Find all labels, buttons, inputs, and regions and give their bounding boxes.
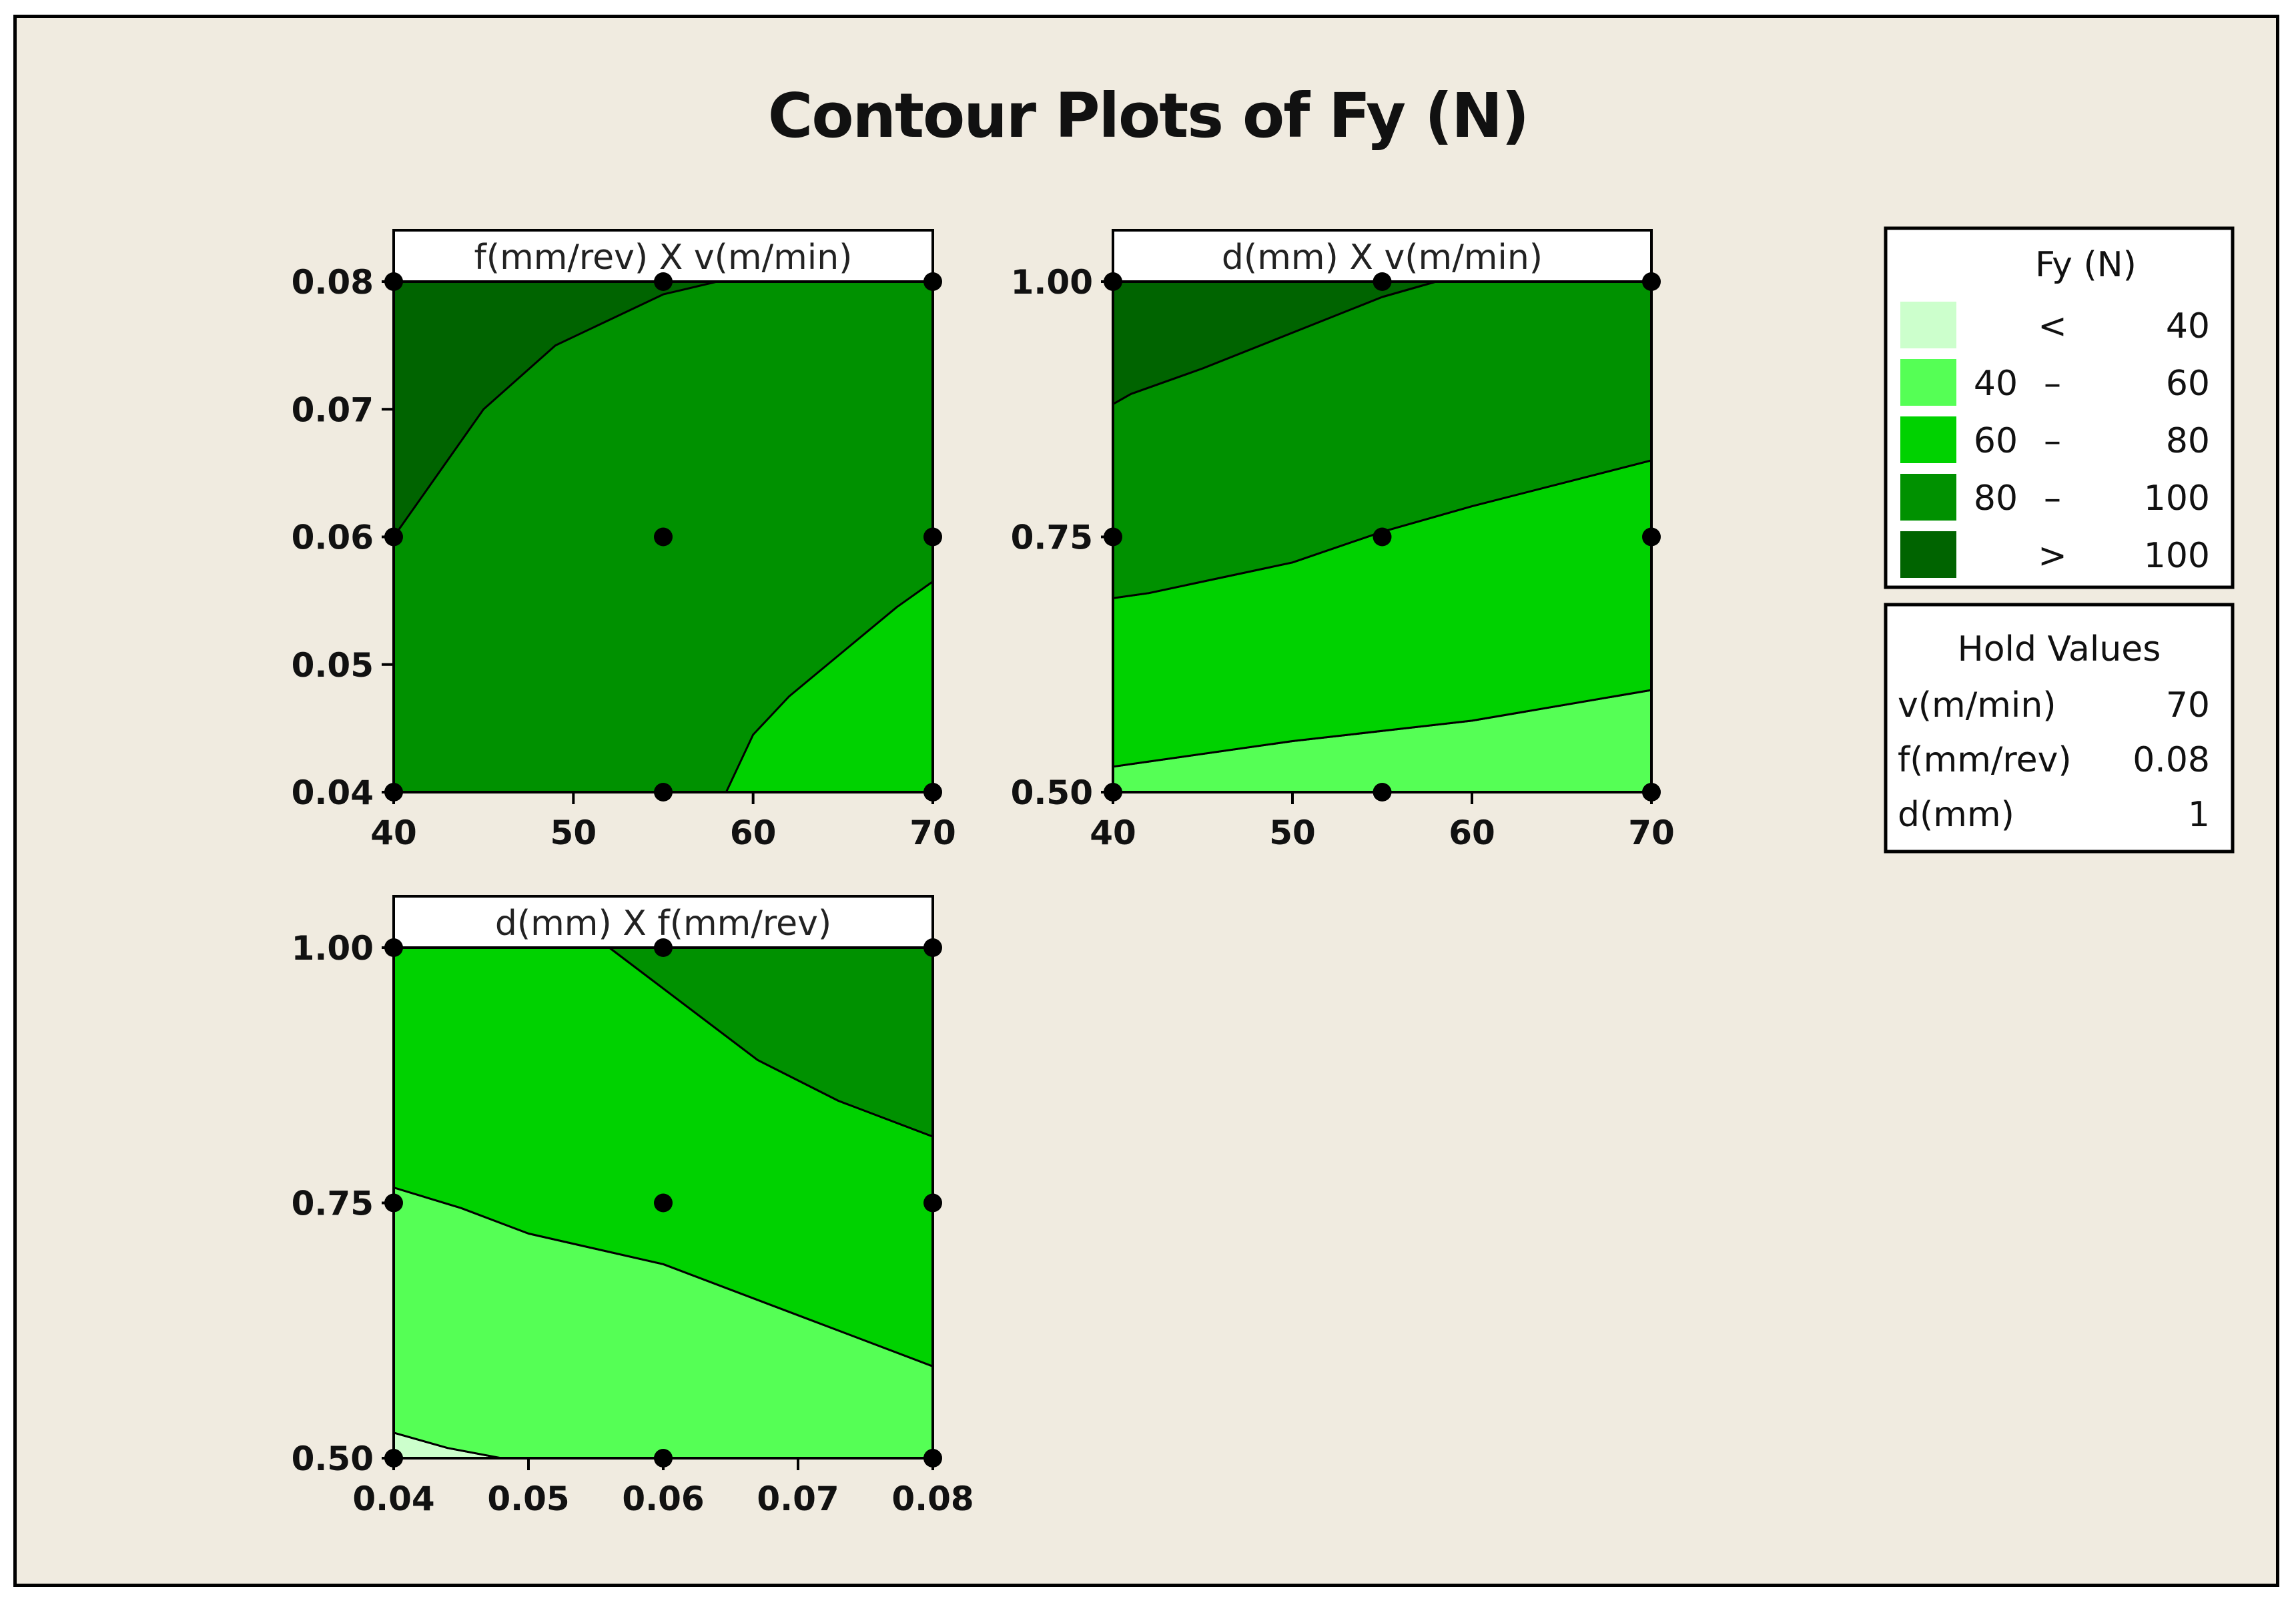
design-point [1104, 272, 1122, 291]
design-point [1642, 783, 1661, 801]
legend-separator: – [2044, 364, 2061, 404]
design-point [384, 527, 403, 547]
legend-separator: – [2044, 478, 2061, 519]
design-point [923, 1449, 942, 1468]
legend-swatch [1900, 359, 1956, 406]
design-point [1104, 527, 1122, 547]
y-tick-label: 0.75 [292, 1185, 374, 1223]
design-point [654, 1449, 673, 1468]
x-tick-label: 70 [909, 814, 956, 852]
design-point [923, 272, 942, 291]
x-tick-label: 60 [730, 814, 777, 852]
panel-title: f(mm/rev) X v(m/min) [474, 238, 853, 278]
design-point [654, 1193, 673, 1213]
design-point [1373, 527, 1392, 547]
legend-swatch [1900, 474, 1956, 521]
contour-panel-d-vs-f: d(mm) X f(mm/rev) 0.04 0.05 0.06 0.07 0.08 0.5… [292, 895, 974, 1518]
y-tick-label: 0.50 [292, 1439, 374, 1478]
contour-panel-d-vs-v: d(mm) X v(m/min) 40 50 60 70 0.50 0.75 1.00 [1011, 229, 1675, 852]
x-tick-label: 70 [1628, 814, 1675, 852]
legend-swatch [1900, 531, 1956, 578]
design-point [384, 938, 403, 957]
x-tick-label: 40 [1090, 814, 1136, 852]
design-point [654, 938, 673, 957]
legend-separator: > [2038, 536, 2067, 576]
x-tick-label: 40 [370, 814, 417, 852]
x-tick-label: 0.07 [757, 1480, 839, 1518]
contour-region-gt100 [392, 280, 719, 538]
hold-value-value: 70 [2166, 685, 2210, 725]
design-point [654, 272, 673, 291]
hold-values-box: Hold Values v(m/min) 70 f(mm/rev) 0.08 d(mm) 1 [1884, 603, 2235, 854]
design-point [1373, 272, 1392, 291]
legend-lower-bound: 60 [1974, 421, 2018, 461]
legend-lower-bound: 80 [1974, 478, 2018, 519]
y-tick-label: 0.50 [1011, 773, 1093, 812]
design-point [384, 272, 403, 291]
y-tick-label: 0.04 [292, 773, 374, 812]
design-point [1642, 272, 1661, 291]
design-point [1373, 783, 1392, 801]
x-tick-label: 50 [550, 814, 597, 852]
panel-title: d(mm) X v(m/min) [1222, 238, 1543, 278]
y-tick-label: 0.75 [1011, 519, 1093, 557]
y-tick-label: 0.08 [292, 263, 374, 302]
x-tick-label: 0.06 [622, 1480, 704, 1518]
x-tick-label: 0.08 [891, 1480, 974, 1518]
contour-panel-f-vs-v: f(mm/rev) X v(m/min) 40 50 60 70 0.04 0.05 0.06… [292, 229, 956, 852]
chart-title: Contour Plots of Fy (N) [767, 80, 1529, 151]
legend-lower-bound: 40 [1974, 364, 2018, 404]
hold-value-name: d(mm) [1898, 795, 2014, 835]
legend-upper-bound: 40 [2166, 306, 2210, 346]
panel-title: d(mm) X f(mm/rev) [495, 904, 831, 944]
y-tick-label: 0.05 [292, 646, 374, 685]
design-point [923, 527, 942, 547]
y-tick-label: 1.00 [1011, 263, 1093, 302]
hold-value-value: 0.08 [2133, 740, 2210, 780]
design-point [1642, 527, 1661, 547]
hold-values-frame [1884, 603, 2235, 854]
x-tick-label: 60 [1449, 814, 1495, 852]
y-tick-label: 0.06 [292, 519, 374, 557]
legend-separator: < [2038, 306, 2067, 346]
design-point [654, 527, 673, 547]
design-point [923, 783, 942, 801]
design-point [384, 1193, 403, 1213]
legend-title: Fy (N) [2035, 245, 2137, 285]
design-point [654, 783, 673, 801]
x-tick-label: 0.04 [352, 1480, 434, 1518]
legend-swatch [1900, 416, 1956, 463]
hold-values-title: Hold Values [1958, 629, 2161, 669]
legend-upper-bound: 60 [2166, 364, 2210, 404]
legend-swatch [1900, 302, 1956, 348]
legend-frame [1884, 226, 2235, 589]
design-point [1104, 783, 1122, 801]
legend-upper-bound: 100 [2144, 478, 2210, 519]
design-point [384, 783, 403, 801]
design-point [384, 1449, 403, 1468]
x-tick-label: 0.05 [487, 1480, 569, 1518]
y-tick-label: 0.07 [292, 390, 374, 429]
x-tick-label: 50 [1269, 814, 1316, 852]
hold-value-name: v(m/min) [1898, 685, 2056, 725]
design-point [923, 1193, 942, 1213]
legend-upper-bound: 100 [2144, 536, 2210, 576]
legend-upper-bound: 80 [2166, 421, 2210, 461]
hold-value-value: 1 [2188, 795, 2210, 835]
y-tick-label: 1.00 [292, 929, 374, 968]
hold-value-name: f(mm/rev) [1898, 740, 2072, 780]
design-point [923, 938, 942, 957]
legend-separator: – [2044, 421, 2061, 461]
